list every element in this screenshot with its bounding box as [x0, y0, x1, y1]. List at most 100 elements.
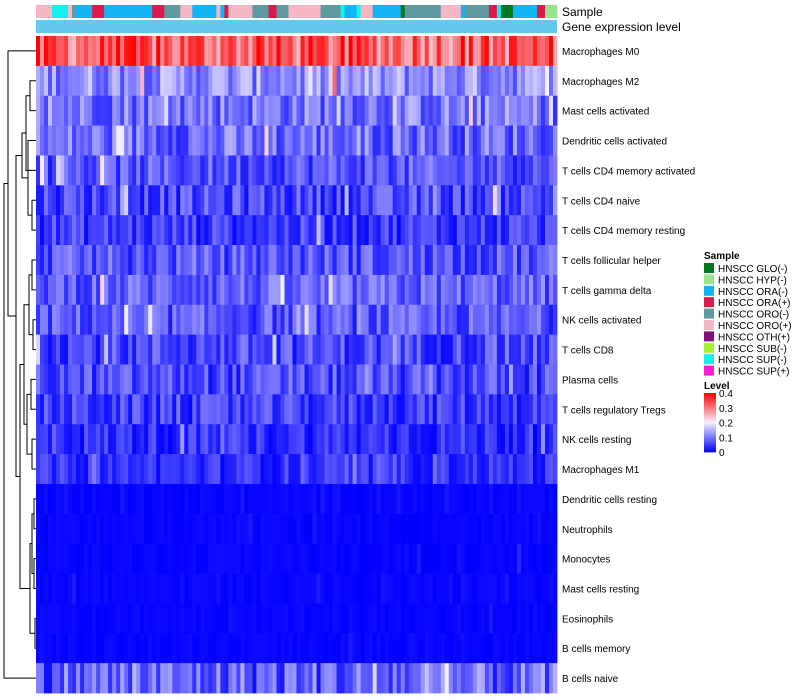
- heatmap-cell: [408, 633, 414, 664]
- heatmap-cell: [312, 155, 317, 186]
- heatmap-cell: [432, 155, 438, 186]
- heatmap-cell: [360, 513, 366, 545]
- heatmap-cell: [192, 394, 197, 425]
- heatmap-cell: [452, 245, 458, 276]
- heatmap-cell: [308, 573, 313, 604]
- heatmap-cell: [288, 245, 293, 276]
- heatmap-cell: [400, 424, 406, 455]
- heatmap-cell: [136, 125, 141, 156]
- dendrogram-branch: [32, 319, 36, 351]
- heatmap-cell: [352, 125, 358, 156]
- heatmap-cell: [92, 36, 97, 67]
- heatmap-cell: [60, 65, 65, 97]
- sample-annotation-cell: [316, 5, 321, 18]
- heatmap-cell: [128, 483, 133, 515]
- heatmap-cell: [452, 394, 458, 425]
- heatmap-cell: [500, 603, 506, 634]
- heatmap-cell: [220, 364, 225, 395]
- heatmap-cell: [492, 95, 498, 126]
- heatmap-cell: [112, 424, 117, 455]
- gene-expression-annotation-bar: [36, 20, 557, 33]
- heatmap-cell: [404, 36, 410, 67]
- heatmap-cell: [356, 334, 362, 365]
- heatmap-cell: [452, 155, 458, 186]
- heatmap-cell: [248, 215, 253, 246]
- heatmap-cell: [204, 424, 209, 455]
- heatmap-cell: [508, 36, 514, 67]
- heatmap-cell: [480, 483, 486, 515]
- heatmap-cell: [400, 215, 406, 246]
- heatmap-cell: [396, 185, 402, 216]
- heatmap-cell: [392, 394, 398, 425]
- heatmap-cell: [224, 95, 229, 126]
- heatmap-cell: [416, 364, 422, 395]
- heatmap-cell: [400, 603, 406, 634]
- heatmap-cell: [332, 274, 337, 306]
- heatmap-cell: [84, 65, 89, 97]
- heatmap-cell: [480, 454, 486, 485]
- heatmap-cell: [336, 663, 341, 694]
- heatmap-cell: [308, 394, 313, 425]
- heatmap-cell: [236, 364, 241, 395]
- heatmap-cell: [176, 334, 181, 365]
- row-label: Plasma cells: [562, 375, 618, 386]
- heatmap-cell: [372, 543, 378, 574]
- heatmap-cell: [396, 483, 402, 515]
- level-scale-segment: [704, 441, 716, 444]
- heatmap-cell: [272, 125, 277, 156]
- heatmap-cell: [532, 185, 538, 216]
- heatmap-cell: [220, 513, 225, 545]
- heatmap-cell: [272, 543, 277, 574]
- heatmap-cell: [244, 185, 249, 216]
- sample-annotation-cell: [156, 5, 161, 18]
- heatmap-cell: [552, 573, 558, 604]
- heatmap-cell: [76, 394, 81, 425]
- heatmap-cell: [360, 633, 366, 664]
- heatmap-cell: [128, 663, 133, 694]
- heatmap-cell: [236, 304, 241, 336]
- heatmap-cell: [468, 364, 474, 395]
- heatmap-cell: [424, 663, 430, 694]
- heatmap-cell: [260, 663, 265, 694]
- heatmap-cell: [252, 125, 257, 156]
- heatmap-cell: [352, 274, 358, 306]
- heatmap-cell: [540, 513, 546, 545]
- heatmap-cell: [344, 513, 349, 545]
- sample-annotation-cell: [160, 5, 165, 18]
- heatmap-cell: [344, 543, 349, 574]
- heatmap-cell: [412, 573, 418, 604]
- heatmap-cell: [376, 364, 382, 395]
- heatmap-cell: [460, 364, 466, 395]
- heatmap-cell: [100, 424, 105, 455]
- heatmap-cell: [364, 633, 370, 664]
- heatmap-cell: [80, 633, 85, 664]
- heatmap-cell: [416, 394, 422, 425]
- heatmap-cell: [300, 364, 305, 395]
- heatmap-cell: [332, 424, 337, 455]
- heatmap-cell: [272, 304, 277, 336]
- heatmap-cell: [188, 155, 193, 186]
- heatmap-cell: [164, 603, 169, 634]
- heatmap-cell: [424, 304, 430, 336]
- heatmap-cell: [464, 513, 470, 545]
- heatmap-cell: [372, 304, 378, 336]
- heatmap-cell: [504, 215, 510, 246]
- heatmap-cell: [232, 65, 237, 97]
- heatmap-cell: [464, 663, 470, 694]
- heatmap-cell: [148, 513, 153, 545]
- heatmap-cell: [348, 95, 354, 126]
- heatmap-cell: [416, 125, 422, 156]
- heatmap-cell: [364, 573, 370, 604]
- heatmap-cell: [404, 603, 410, 634]
- heatmap-cell: [160, 185, 165, 216]
- heatmap-cell: [544, 304, 550, 336]
- heatmap-cell: [132, 454, 137, 485]
- heatmap-cell: [348, 573, 354, 604]
- heatmap-cell: [340, 663, 345, 694]
- heatmap-cell: [308, 334, 313, 365]
- heatmap-cell: [500, 364, 506, 395]
- heatmap-cell: [260, 603, 265, 634]
- heatmap-cell: [88, 95, 93, 126]
- heatmap-cell: [96, 483, 101, 515]
- heatmap-cell: [244, 215, 249, 246]
